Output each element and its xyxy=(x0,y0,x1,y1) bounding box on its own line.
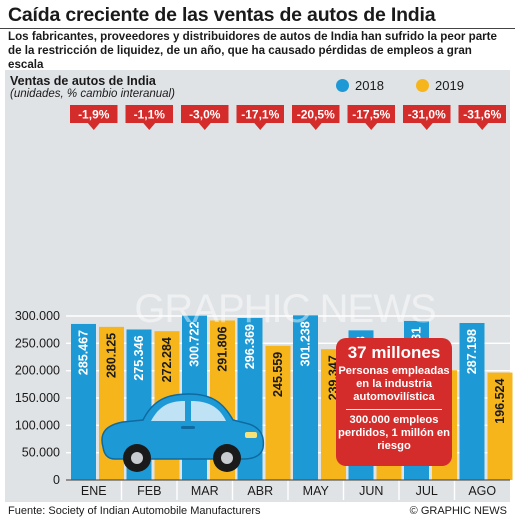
change-label: -20,5% xyxy=(297,108,335,122)
x-tick-label: AGO xyxy=(468,484,496,498)
change-badge xyxy=(403,105,451,130)
y-tick-label: 300.000 xyxy=(15,309,60,323)
change-badge xyxy=(181,105,229,130)
x-tick-label: MAY xyxy=(303,484,330,498)
page-title: Caída creciente de las ventas de autos d… xyxy=(8,4,436,26)
data-label: 245.559 xyxy=(271,352,285,397)
x-tick-label: FEB xyxy=(137,484,161,498)
change-badges: -1,9% -1,1% -3,0% -17,1% -20,5% -17,5% -31,0% -… xyxy=(70,105,506,130)
change-badge xyxy=(70,105,118,130)
data-label: 296.369 xyxy=(243,324,257,369)
legend-label-2019: 2019 xyxy=(435,78,464,93)
x-axis: ENE FEB MAR ABR MAY JUN JUL AGO xyxy=(66,479,510,500)
legend-label-2018: 2018 xyxy=(355,78,384,93)
car-icon xyxy=(101,393,265,472)
y-axis-label: Ventas de autos de India xyxy=(10,74,156,88)
watermark: GRAPHIC NEWS xyxy=(134,287,435,331)
data-label: 272.284 xyxy=(160,337,174,382)
title-rule xyxy=(0,28,515,29)
change-badge xyxy=(125,105,173,130)
bar-2018-ene xyxy=(71,323,96,480)
data-label: 280.125 xyxy=(105,333,119,378)
y-tick-label: 50.000 xyxy=(22,446,60,460)
source-note: Fuente: Society of Indian Automobile Man… xyxy=(8,505,261,517)
x-tick-label: ABR xyxy=(247,484,273,498)
change-label: -1,9% xyxy=(78,108,110,122)
bar-2019-ago xyxy=(487,372,513,480)
change-label: -1,1% xyxy=(134,108,166,122)
change-badge xyxy=(458,105,506,130)
employment-callout: 37 millones Personas empleadas en la ind… xyxy=(336,338,452,466)
page-subtitle: Los fabricantes, proveedores y distribui… xyxy=(8,30,497,71)
data-label: 291.806 xyxy=(216,326,230,371)
legend-item-2018: 2018 xyxy=(336,78,384,93)
data-label: 285.467 xyxy=(77,330,91,375)
y-tick-label: 100.000 xyxy=(15,418,60,432)
change-badge xyxy=(236,105,284,130)
y-axis-unit: (unidades, % cambio interanual) xyxy=(10,88,175,100)
data-label: 301.238 xyxy=(299,321,313,366)
callout-jobs-lost: 300.000 empleos perdidos, 1 millón en ri… xyxy=(338,414,450,452)
data-label: 300.722 xyxy=(188,322,202,367)
x-tick-label: JUL xyxy=(416,484,438,498)
data-label: 196.524 xyxy=(493,379,507,424)
change-label: -17,1% xyxy=(241,108,279,122)
legend-swatch-2018 xyxy=(336,79,349,92)
callout-headline: 37 millones xyxy=(347,343,441,362)
change-label: -3,0% xyxy=(189,108,221,122)
x-tick-label: JUN xyxy=(359,484,383,498)
change-label: -31,0% xyxy=(408,108,446,122)
bar-2018-may xyxy=(293,315,318,480)
change-badge xyxy=(347,105,395,130)
callout-employed: Personas empleadas en la industria autom… xyxy=(338,365,450,403)
bar-2019-abr xyxy=(265,345,291,480)
change-label: -17,5% xyxy=(352,108,390,122)
change-badge xyxy=(292,105,340,130)
x-tick-label: MAR xyxy=(191,484,219,498)
data-label: 275.346 xyxy=(132,335,146,380)
y-tick-label: 200.000 xyxy=(15,364,60,378)
change-label: -31,6% xyxy=(463,108,501,122)
legend-swatch-2019 xyxy=(416,79,429,92)
y-tick-label: 250.000 xyxy=(15,336,60,350)
y-tick-label: 150.000 xyxy=(15,391,60,405)
callout-divider xyxy=(346,409,442,410)
bar-2018-ago xyxy=(459,322,485,480)
y-tick-label: 0 xyxy=(53,473,60,487)
x-tick-label: ENE xyxy=(81,484,107,498)
data-label: 287.198 xyxy=(465,329,479,374)
legend-item-2019: 2019 xyxy=(416,78,464,93)
copyright: © GRAPHIC NEWS xyxy=(409,505,507,517)
